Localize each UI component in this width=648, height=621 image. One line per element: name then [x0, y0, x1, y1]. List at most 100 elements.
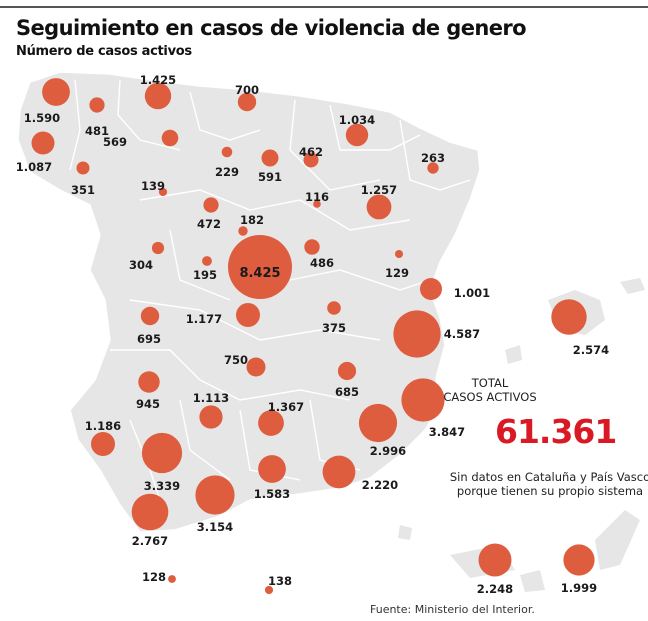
- bubble-label-750: 750: [224, 353, 248, 367]
- bubble-label-1.590: 1.590: [24, 111, 60, 125]
- bubble-label-4.587: 4.587: [444, 327, 480, 341]
- bubble-label-139: 139: [141, 179, 165, 193]
- page-subtitle: Número de casos activos: [16, 44, 192, 59]
- canary-3-shape: [520, 570, 545, 592]
- bubble-139: [158, 187, 168, 197]
- bubble-1.177: [236, 303, 260, 327]
- bubble-1.186: [91, 432, 115, 456]
- bubble-182: [238, 226, 248, 236]
- bubble-label-2.996: 2.996: [370, 444, 406, 458]
- bubble-label-685: 685: [335, 385, 359, 399]
- bubble-1.367: [258, 410, 284, 436]
- bubble-label-481: 481: [85, 124, 109, 138]
- bubble-label-1.113: 1.113: [193, 391, 229, 405]
- bubble-591: [261, 149, 279, 167]
- bubble-304: [151, 241, 165, 255]
- source-credit: Fuente: Ministerio del Interior.: [370, 603, 535, 616]
- bubble-263: [427, 162, 439, 174]
- bubble-label-2.767: 2.767: [132, 534, 168, 548]
- bubble-label-472: 472: [197, 217, 221, 231]
- top-rule: [0, 6, 648, 8]
- bubble-label-351: 351: [71, 183, 95, 197]
- bubble-label-263: 263: [421, 151, 445, 165]
- note-line1: Sin datos en Cataluña y País Vasco: [449, 470, 648, 484]
- bubble-label-3.154: 3.154: [197, 520, 233, 534]
- bubble-138: [264, 585, 274, 595]
- bubble-1.034: [345, 123, 369, 147]
- bubble-1.425: [144, 82, 172, 110]
- bubble-label-945: 945: [136, 397, 160, 411]
- bubble-label-229: 229: [215, 165, 239, 179]
- menorca-shape: [620, 278, 645, 294]
- bubble-label-1.177: 1.177: [186, 312, 222, 326]
- canary-1-shape: [398, 525, 412, 540]
- bubble-750: [246, 357, 266, 377]
- bubble-486: [304, 239, 320, 255]
- bubble-label-695: 695: [137, 332, 161, 346]
- bubble-label-128: 128: [142, 570, 166, 584]
- bubble-label-375: 375: [322, 321, 346, 335]
- bubble-label-2.220: 2.220: [362, 478, 398, 492]
- bubble-label-462: 462: [299, 145, 323, 159]
- labels-layer: 1.590 481 1.425 700 1.087 569 1.034 229 591 462 26…: [16, 73, 609, 596]
- total-heading-line1: TOTAL: [471, 376, 509, 390]
- bubble-label-1.999: 1.999: [561, 581, 597, 595]
- bubble-481: [89, 97, 105, 113]
- bubble-3.339: [141, 432, 183, 474]
- bubble-229: [221, 146, 233, 158]
- bubble-label-2.574: 2.574: [573, 343, 609, 357]
- bubble-462: [303, 152, 319, 168]
- bubble-2.220: [322, 455, 356, 489]
- bubble-label-116: 116: [305, 190, 329, 204]
- bubble-195: [202, 256, 212, 266]
- bubble-695: [140, 306, 160, 326]
- bubble-label-195: 195: [193, 268, 217, 282]
- bubble-8.425: [228, 235, 292, 299]
- bubble-label-129: 129: [385, 266, 409, 280]
- bubble-1.583: [258, 455, 286, 483]
- bubble-1.087: [31, 131, 55, 155]
- bubble-1.999: [563, 544, 595, 576]
- bubble-4.587: [393, 310, 441, 358]
- bubble-label-1.087: 1.087: [16, 160, 52, 174]
- bubble-label-1.001: 1.001: [454, 286, 490, 300]
- bubble-685: [337, 361, 357, 381]
- bubble-label-304: 304: [129, 258, 153, 272]
- bubble-1.001: [420, 278, 442, 300]
- bubble-472: [203, 197, 219, 213]
- bubble-label-138: 138: [268, 574, 292, 588]
- bubble-700: [237, 92, 257, 112]
- bubble-label-1.257: 1.257: [361, 183, 397, 197]
- page-title: Seguimiento en casos de violencia de gen…: [16, 16, 527, 40]
- bubble-2.574: [551, 299, 587, 335]
- province-borders: [69, 79, 471, 501]
- bubbles-layer: [31, 78, 595, 595]
- bubble-375: [327, 301, 341, 315]
- bubble-945: [138, 371, 160, 393]
- bubble-128: [168, 575, 176, 583]
- bubble-label-1.367: 1.367: [268, 400, 304, 414]
- bubble-3.154: [195, 475, 235, 515]
- bubble-label-591: 591: [258, 170, 282, 184]
- portugal-gap: [0, 170, 110, 430]
- bubble-label-3.339: 3.339: [144, 479, 180, 493]
- bubble-label-8.425: 8.425: [239, 266, 280, 281]
- bubble-label-2.248: 2.248: [477, 582, 513, 596]
- bubble-116: [313, 200, 321, 208]
- bubble-label-700: 700: [235, 83, 259, 97]
- total-heading: TOTAL CASOS ACTIVOS: [430, 376, 550, 404]
- bubble-label-569: 569: [103, 135, 127, 149]
- bubble-label-486: 486: [310, 256, 334, 270]
- canary-4-shape: [595, 510, 640, 570]
- total-heading-line2: CASOS ACTIVOS: [443, 390, 537, 404]
- bubble-2.996: [358, 403, 398, 443]
- total-value: 61.361: [495, 412, 617, 451]
- bubble-1.113: [199, 405, 223, 429]
- bubble-2.767: [131, 493, 169, 531]
- bubble-label-182: 182: [240, 213, 264, 227]
- bubble-2.248: [478, 543, 512, 577]
- bubble-1.590: [42, 78, 70, 106]
- bubble-label-3.847: 3.847: [429, 425, 465, 439]
- bubble-129: [395, 250, 403, 258]
